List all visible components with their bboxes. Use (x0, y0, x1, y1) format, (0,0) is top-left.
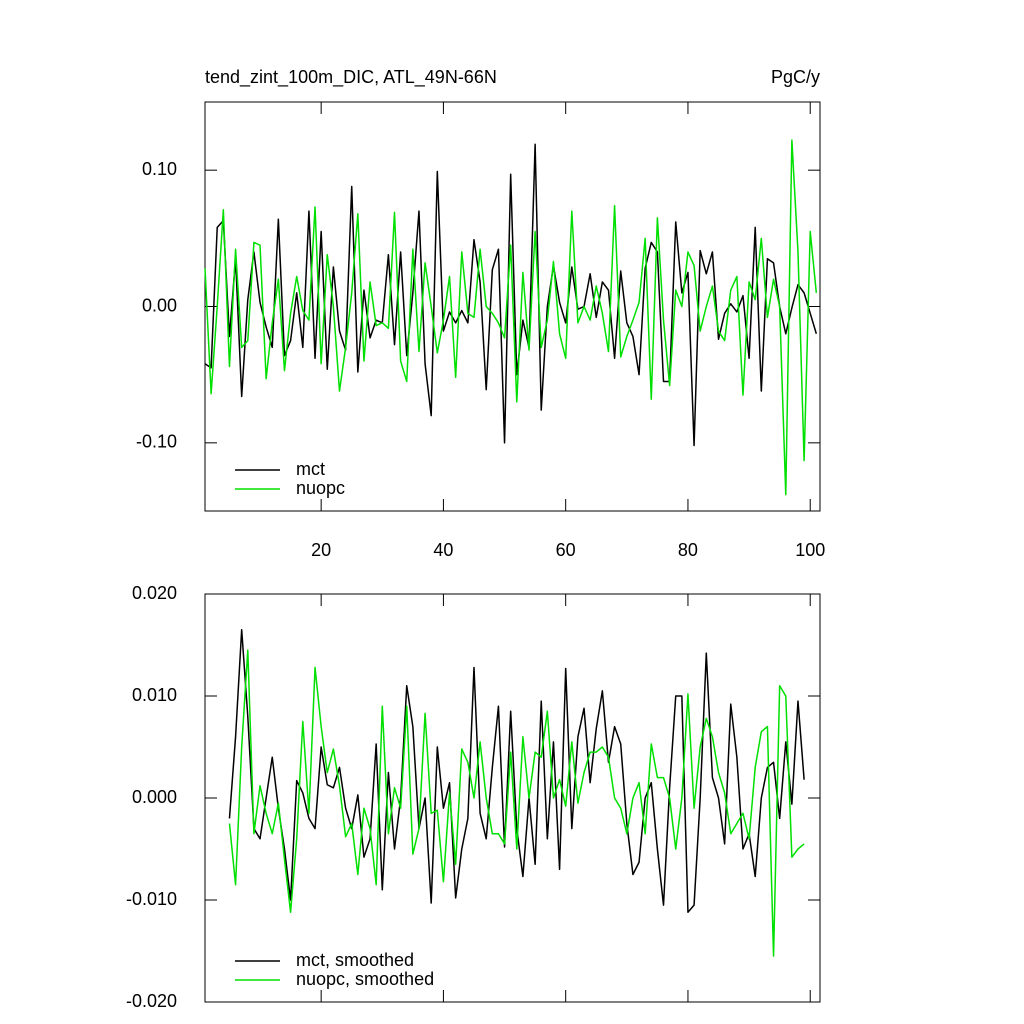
data-line (204, 139, 818, 496)
y-tick-label: -0.10 (136, 432, 177, 452)
y-tick-label: 0.010 (132, 685, 177, 705)
x-tick-label: 20 (311, 540, 331, 560)
units-label: PgC/y (771, 67, 820, 87)
data-line (228, 649, 805, 957)
data-line (204, 143, 818, 447)
y-tick-label: 0.020 (132, 583, 177, 603)
legend-label: nuopc (296, 478, 345, 498)
y-tick-label: -0.010 (126, 889, 177, 909)
data-line (228, 628, 805, 913)
x-tick-label: 40 (433, 540, 453, 560)
x-tick-label: 80 (678, 540, 698, 560)
y-tick-label: 0.000 (132, 787, 177, 807)
legend-label: mct (296, 459, 325, 479)
y-tick-label: 0.00 (142, 295, 177, 315)
y-tick-label: -0.020 (126, 991, 177, 1011)
chart-title: tend_zint_100m_DIC, ATL_49N-66N (205, 67, 497, 88)
legend-label: nuopc, smoothed (296, 969, 434, 989)
legend-label: mct, smoothed (296, 950, 414, 970)
x-tick-label: 100 (795, 540, 825, 560)
plot-frame (204, 593, 821, 1003)
x-tick-label: 60 (556, 540, 576, 560)
y-tick-label: 0.10 (142, 159, 177, 179)
